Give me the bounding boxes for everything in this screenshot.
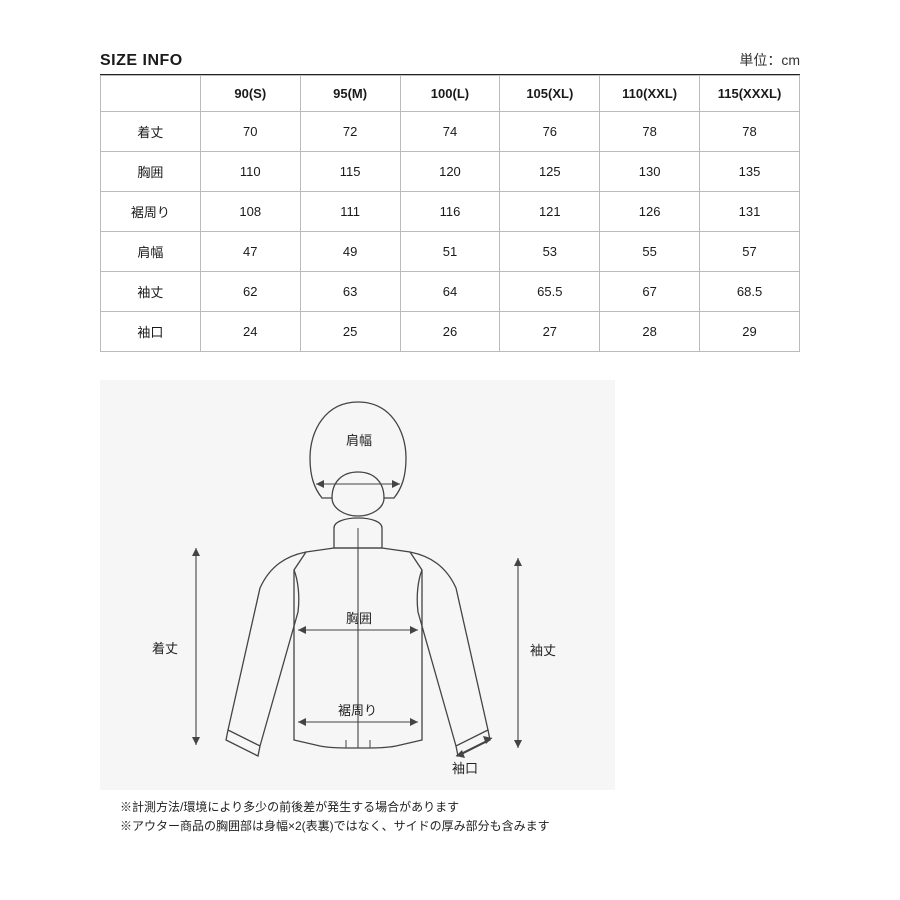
table-cell: 74 — [400, 112, 500, 152]
col-header: 105(XL) — [500, 76, 600, 112]
header: SIZE INFO 単位：cm — [100, 50, 800, 75]
page-title: SIZE INFO — [100, 52, 183, 70]
col-header: 115(XXXL) — [700, 76, 800, 112]
table-cell: 胸囲 — [101, 152, 201, 192]
size-table: 90(S) 95(M) 100(L) 105(XL) 110(XXL) 115(… — [100, 75, 800, 352]
col-header: 95(M) — [300, 76, 400, 112]
table-cell: 115 — [300, 152, 400, 192]
table-row: 着丈707274767878 — [101, 112, 800, 152]
table-cell: 130 — [600, 152, 700, 192]
table-row: 袖丈62636465.56768.5 — [101, 272, 800, 312]
table-cell: 49 — [300, 232, 400, 272]
measurement-diagram: 肩幅 着丈 胸囲 裾周り 袖丈 袖口 — [100, 380, 615, 790]
table-row: 袖口242526272829 — [101, 312, 800, 352]
unit-label: 単位：cm — [739, 50, 800, 70]
table-cell: 裾周り — [101, 192, 201, 232]
table-cell: 125 — [500, 152, 600, 192]
table-cell: 135 — [700, 152, 800, 192]
table-cell: 51 — [400, 232, 500, 272]
table-cell: 57 — [700, 232, 800, 272]
table-cell: 55 — [600, 232, 700, 272]
col-header: 100(L) — [400, 76, 500, 112]
label-sleeve-length: 袖丈 — [530, 640, 556, 659]
table-cell: 78 — [600, 112, 700, 152]
table-row: 肩幅474951535557 — [101, 232, 800, 272]
label-sleeve-opening: 袖口 — [452, 758, 478, 777]
label-hem: 裾周り — [338, 700, 377, 719]
table-cell: 108 — [200, 192, 300, 232]
col-header — [101, 76, 201, 112]
table-cell: 29 — [700, 312, 800, 352]
table-cell: 126 — [600, 192, 700, 232]
table-cell: 24 — [200, 312, 300, 352]
table-cell: 111 — [300, 192, 400, 232]
table-cell: 70 — [200, 112, 300, 152]
table-cell: 26 — [400, 312, 500, 352]
table-cell: 63 — [300, 272, 400, 312]
table-row: 胸囲110115120125130135 — [101, 152, 800, 192]
table-header-row: 90(S) 95(M) 100(L) 105(XL) 110(XXL) 115(… — [101, 76, 800, 112]
table-cell: 121 — [500, 192, 600, 232]
table-cell: 65.5 — [500, 272, 600, 312]
label-length: 着丈 — [152, 638, 178, 657]
table-cell: 67 — [600, 272, 700, 312]
table-cell: 64 — [400, 272, 500, 312]
table-row: 裾周り108111116121126131 — [101, 192, 800, 232]
table-cell: 28 — [600, 312, 700, 352]
table-cell: 袖口 — [101, 312, 201, 352]
table-cell: 53 — [500, 232, 600, 272]
table-cell: 76 — [500, 112, 600, 152]
table-cell: 袖丈 — [101, 272, 201, 312]
col-header: 110(XXL) — [600, 76, 700, 112]
table-cell: 120 — [400, 152, 500, 192]
table-cell: 27 — [500, 312, 600, 352]
label-chest: 胸囲 — [346, 608, 372, 627]
table-cell: 62 — [200, 272, 300, 312]
note-line: ※計測方法/環境により多少の前後差が発生する場合があります — [120, 798, 800, 817]
table-cell: 110 — [200, 152, 300, 192]
note-line: ※アウター商品の胸囲部は身幅×2(表裏)ではなく、サイドの厚み部分も含みます — [120, 817, 800, 836]
notes: ※計測方法/環境により多少の前後差が発生する場合があります ※アウター商品の胸囲… — [120, 798, 800, 836]
table-cell: 78 — [700, 112, 800, 152]
table-cell: 47 — [200, 232, 300, 272]
col-header: 90(S) — [200, 76, 300, 112]
table-cell: 68.5 — [700, 272, 800, 312]
table-cell: 116 — [400, 192, 500, 232]
table-cell: 72 — [300, 112, 400, 152]
table-cell: 着丈 — [101, 112, 201, 152]
label-shoulder: 肩幅 — [346, 430, 372, 449]
table-cell: 肩幅 — [101, 232, 201, 272]
table-cell: 131 — [700, 192, 800, 232]
table-cell: 25 — [300, 312, 400, 352]
